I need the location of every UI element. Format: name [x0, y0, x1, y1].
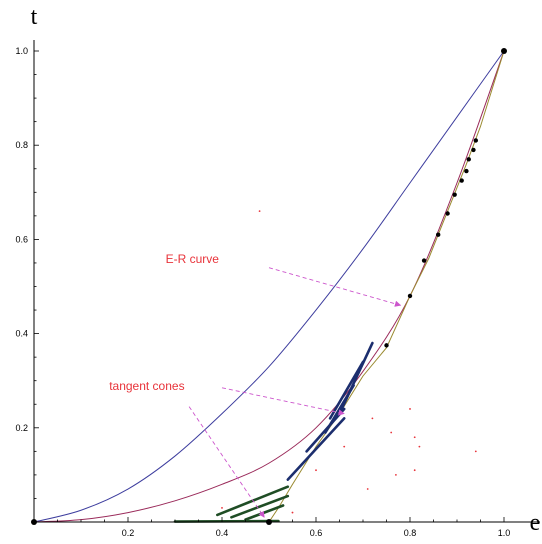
- scatter-dot: [418, 445, 421, 448]
- tangent-segments-layer: [173, 341, 374, 523]
- scatter-dot: [315, 469, 317, 472]
- data-point: [407, 293, 413, 299]
- annotations-layer: E-R curve tangent cones: [109, 252, 402, 518]
- data-point: [501, 48, 507, 54]
- tangent-segment: [244, 504, 285, 521]
- data-point: [452, 192, 457, 197]
- data-point: [459, 178, 464, 183]
- scatter-dot: [221, 506, 223, 509]
- x-tick-label: 0.6: [310, 528, 323, 538]
- axes-layer: 0.2 0.4 0.6 0.8 1.0 0.2 0.4 0.6 0.8 1.0: [15, 40, 540, 538]
- scatter-dot: [390, 431, 393, 434]
- tangent-segment: [230, 494, 290, 519]
- scatter-dot: [409, 408, 411, 410]
- y-tick-label: 0.4: [15, 329, 28, 339]
- tangent-segment: [338, 341, 374, 415]
- scatter-dot: [474, 450, 477, 453]
- series-er-curve: [33, 50, 505, 523]
- series-polygonal-line: [268, 50, 505, 523]
- tangent-segment: [216, 485, 290, 517]
- annotation-arrow: [221, 387, 345, 416]
- y-tick-label: 0.2: [15, 423, 28, 433]
- points-layer: [31, 48, 507, 525]
- data-point: [473, 138, 478, 143]
- annotation-label: E-R curve: [166, 252, 220, 266]
- scatter-dot: [291, 511, 294, 514]
- scatter-dot: [258, 210, 261, 213]
- series-upper-curve: [33, 50, 505, 523]
- x-tick-label: 0.2: [122, 528, 135, 538]
- y-axis-label: t: [31, 4, 38, 30]
- data-point: [436, 232, 441, 237]
- curves-layer: [33, 50, 505, 523]
- x-tick-label: 1.0: [498, 528, 511, 538]
- scatter-dot: [371, 417, 374, 420]
- data-point: [464, 168, 469, 174]
- tangent-segment: [286, 417, 346, 481]
- data-point: [421, 258, 427, 263]
- annotation-arrow: [268, 267, 402, 307]
- tangent-segment: [328, 360, 365, 420]
- y-tick-label: 1.0: [15, 46, 28, 56]
- scatter-dot: [413, 469, 416, 472]
- y-tick-label: 0.6: [15, 234, 28, 244]
- scatter-dot: [343, 445, 346, 448]
- annotation-label: tangent cones: [109, 379, 184, 393]
- scatter-dot: [366, 488, 369, 490]
- annotation-arrow: [188, 406, 265, 518]
- data-point: [445, 211, 450, 216]
- scatter-dot: [413, 436, 416, 439]
- scatter-dot: [395, 474, 397, 476]
- data-point: [466, 157, 471, 162]
- data-point: [471, 147, 476, 153]
- x-axis-label: e: [530, 510, 541, 536]
- y-tick-label: 0.8: [15, 140, 28, 150]
- data-point: [384, 343, 389, 348]
- x-tick-label: 0.4: [216, 528, 229, 538]
- x-tick-label: 0.8: [404, 528, 417, 538]
